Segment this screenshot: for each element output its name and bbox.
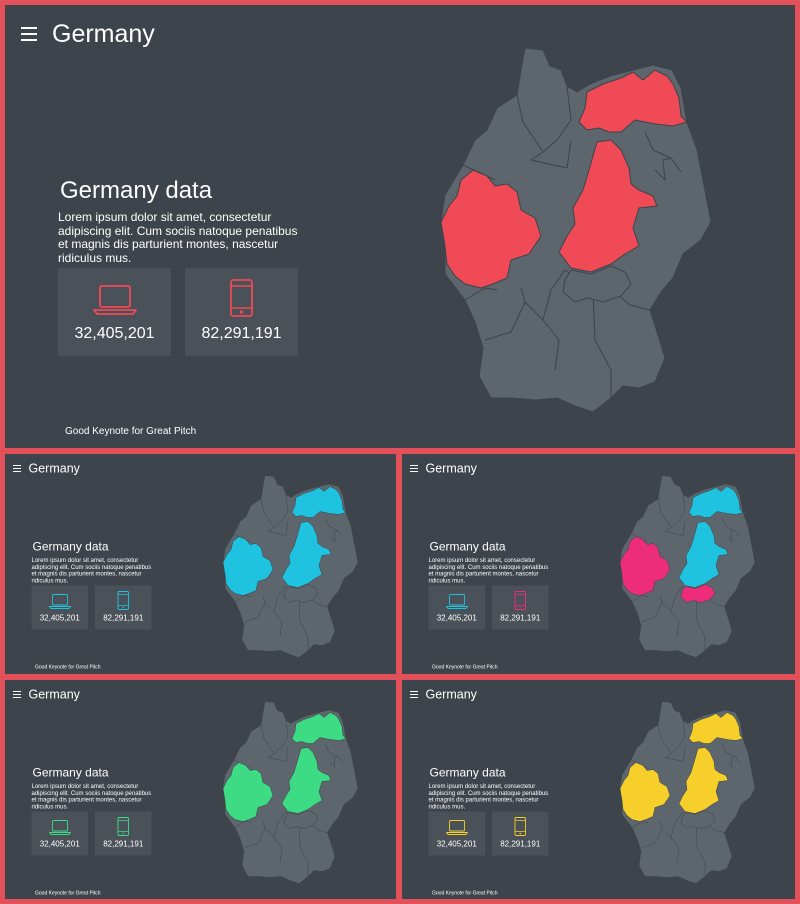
hamburger-icon[interactable]	[410, 691, 418, 699]
footer-tagline: Good Keynote for Great Pitch	[432, 890, 498, 897]
phone-stat-value: 82,291,191	[201, 325, 282, 342]
footer-tagline: Good Keynote for Great Pitch	[432, 664, 498, 671]
hamburger-icon[interactable]	[21, 27, 37, 43]
laptop-stat-card: 32,405,201	[428, 585, 485, 630]
description-text: Lorem ipsum dolor sit amet, consectetur …	[428, 556, 549, 584]
germany-map	[619, 701, 756, 884]
laptop-stat-card: 32,405,201	[58, 268, 171, 356]
smartphone-icon	[514, 591, 526, 610]
germany-map	[222, 701, 359, 884]
laptop-stat-card: 32,405,201	[428, 811, 485, 856]
laptop-icon	[49, 594, 71, 609]
phone-stat-value: 82,291,191	[103, 614, 144, 623]
region-saxony-anhalt	[678, 747, 729, 814]
description-text: Lorem ipsum dolor sit amet, consectetur …	[31, 782, 152, 810]
hamburger-icon[interactable]	[410, 465, 418, 473]
region-mecklenburg-vorpommern	[688, 712, 744, 744]
region-thuringia	[680, 584, 716, 603]
region-saxony-anhalt	[678, 521, 729, 588]
laptop-stat-value: 32,405,201	[39, 840, 80, 849]
data-heading: Germany data	[429, 540, 506, 554]
footer-tagline: Good Keynote for Great Pitch	[65, 426, 197, 437]
region-thuringia	[562, 265, 632, 303]
region-north-rhine-westphalia	[619, 762, 671, 822]
smartphone-icon	[514, 817, 526, 836]
data-heading: Germany data	[60, 177, 213, 204]
laptop-icon	[93, 285, 137, 315]
smartphone-icon	[117, 591, 129, 610]
region-north-rhine-westphalia	[440, 169, 542, 289]
laptop-stat-value: 32,405,201	[74, 325, 155, 342]
laptop-icon	[446, 820, 468, 835]
phone-stat-card: 82,291,191	[492, 585, 549, 630]
slide-title: Germany	[28, 687, 80, 702]
slide-yellow[interactable]: Germany Germany data Lorem ipsum dolor s…	[402, 680, 795, 899]
region-mecklenburg-vorpommern	[291, 712, 347, 744]
region-saxony-anhalt	[281, 521, 332, 588]
phone-stat-card: 82,291,191	[95, 811, 152, 856]
laptop-icon	[446, 594, 468, 609]
data-heading: Germany data	[32, 766, 109, 780]
laptop-stat-value: 32,405,201	[436, 840, 477, 849]
footer-tagline: Good Keynote for Great Pitch	[35, 664, 101, 671]
laptop-stat-card: 32,405,201	[31, 811, 88, 856]
region-thuringia	[283, 584, 319, 603]
slide-green[interactable]: Germany Germany data Lorem ipsum dolor s…	[5, 680, 396, 899]
region-thuringia	[283, 810, 319, 829]
slide-title: Germany	[425, 461, 477, 476]
description-text: Lorem ipsum dolor sit amet, consectetur …	[58, 210, 298, 265]
region-saxony-anhalt	[281, 747, 332, 814]
phone-stat-value: 82,291,191	[500, 614, 541, 623]
laptop-stat-card: 32,405,201	[31, 585, 88, 630]
region-north-rhine-westphalia	[619, 536, 671, 596]
region-mecklenburg-vorpommern	[291, 486, 347, 518]
region-saxony-anhalt	[558, 139, 658, 273]
slide-cyan[interactable]: Germany Germany data Lorem ipsum dolor s…	[5, 454, 396, 674]
region-mecklenburg-vorpommern	[578, 69, 688, 133]
smartphone-icon	[117, 817, 129, 836]
laptop-stat-value: 32,405,201	[436, 614, 477, 623]
phone-stat-card: 82,291,191	[95, 585, 152, 630]
footer-tagline: Good Keynote for Great Pitch	[35, 890, 101, 897]
phone-stat-card: 82,291,191	[492, 811, 549, 856]
slide-red-full[interactable]: Germany Germany data Lorem ipsum dolor s…	[5, 5, 795, 448]
laptop-stat-value: 32,405,201	[39, 614, 80, 623]
slide-title: Germany	[52, 20, 155, 48]
data-heading: Germany data	[32, 540, 109, 554]
phone-stat-value: 82,291,191	[500, 840, 541, 849]
description-text: Lorem ipsum dolor sit amet, consectetur …	[428, 782, 549, 810]
hamburger-icon[interactable]	[13, 465, 21, 473]
slide-title: Germany	[425, 687, 477, 702]
smartphone-icon	[230, 279, 253, 317]
germany-map	[619, 475, 756, 658]
hamburger-icon[interactable]	[13, 691, 21, 699]
germany-map	[440, 47, 712, 413]
region-thuringia	[680, 810, 716, 829]
phone-stat-value: 82,291,191	[103, 840, 144, 849]
laptop-icon	[49, 820, 71, 835]
description-text: Lorem ipsum dolor sit amet, consectetur …	[31, 556, 152, 584]
region-mecklenburg-vorpommern	[688, 486, 744, 518]
germany-map	[222, 475, 359, 658]
slide-title: Germany	[28, 461, 80, 476]
slide-cyan-magenta[interactable]: Germany Germany data Lorem ipsum dolor s…	[402, 454, 795, 674]
data-heading: Germany data	[429, 766, 506, 780]
phone-stat-card: 82,291,191	[185, 268, 298, 356]
region-north-rhine-westphalia	[222, 536, 274, 596]
region-north-rhine-westphalia	[222, 762, 274, 822]
